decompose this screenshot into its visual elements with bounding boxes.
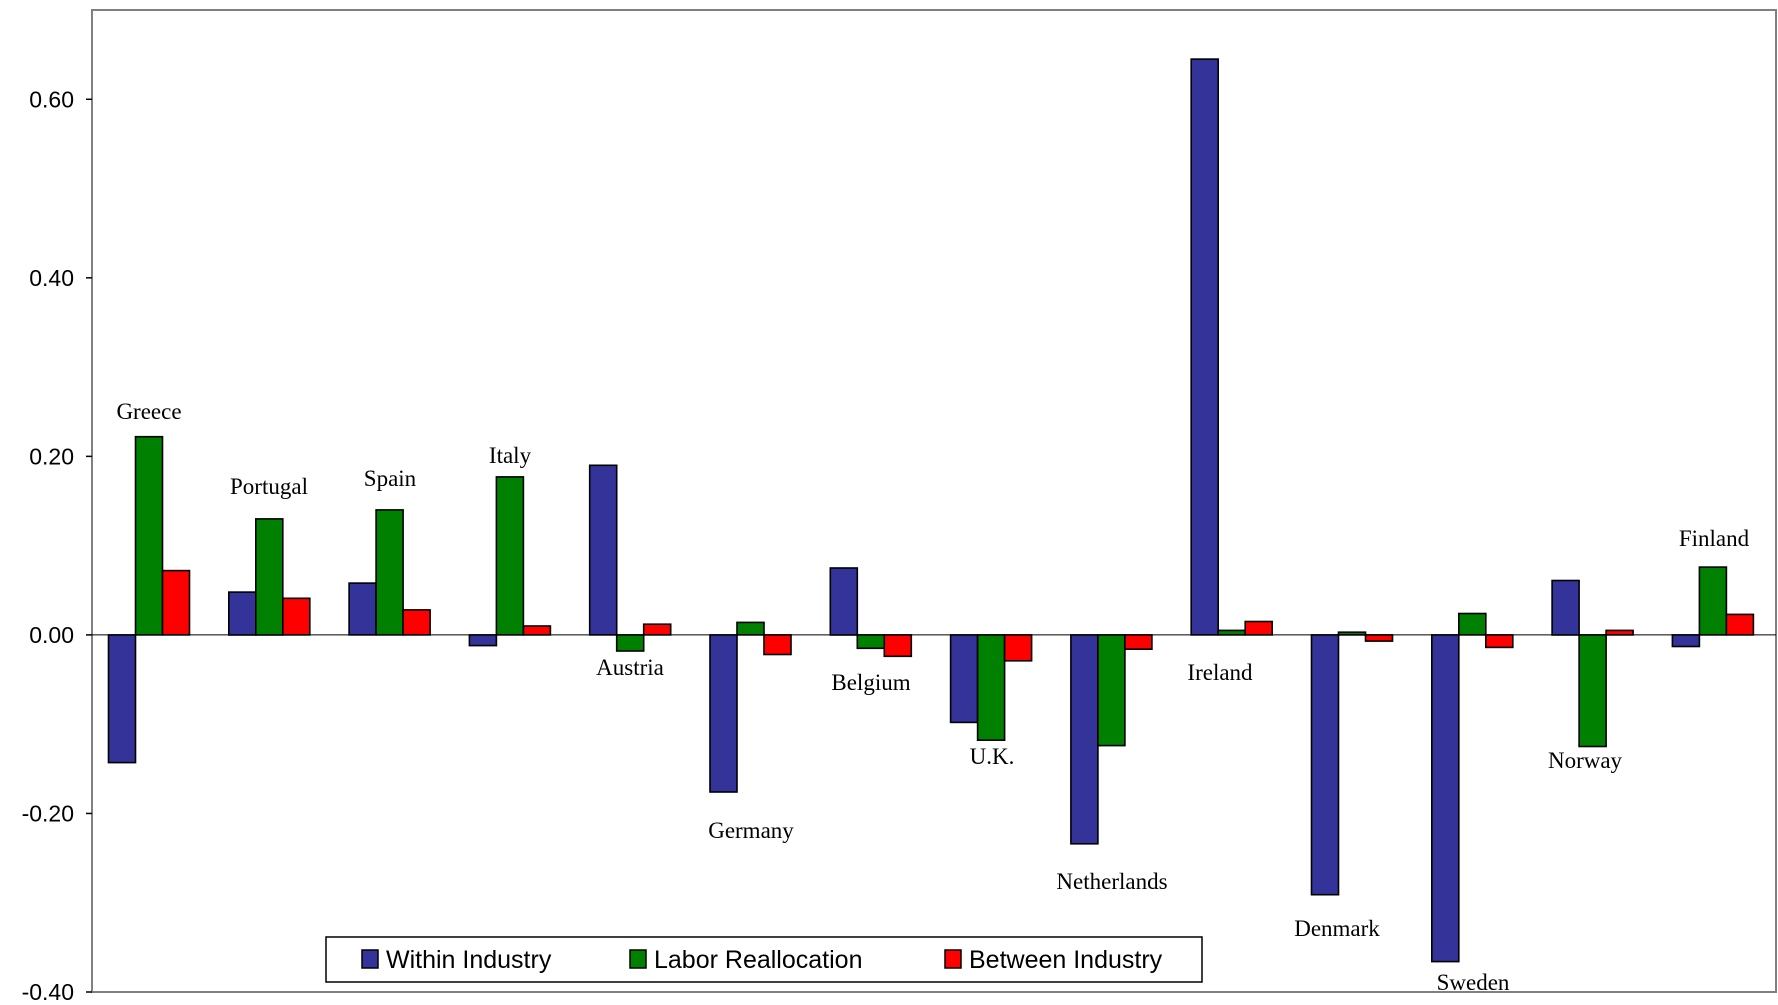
bar-labor-reallocation-germany (736, 621, 765, 636)
bar-within-industry-italy (468, 634, 498, 647)
country-label: Norway (1548, 748, 1623, 773)
legend-swatch-labor-reallocation (629, 949, 647, 969)
country-label: U.K. (970, 744, 1015, 769)
bar-labor-reallocation-greece (134, 435, 164, 636)
bar-within-industry-portugal (228, 591, 257, 636)
country-label: Finland (1679, 526, 1750, 551)
bar-within-industry-norway (1551, 579, 1580, 636)
bar-labor-reallocation-austria (615, 634, 645, 652)
country-label: Denmark (1294, 916, 1380, 941)
bar-between-industry-ireland (1244, 620, 1273, 636)
legend-label: Labor Reallocation (654, 946, 862, 974)
bar-within-industry-uk (949, 634, 979, 724)
bar-labor-reallocation-norway (1578, 634, 1607, 748)
legend-label: Within Industry (386, 946, 552, 974)
y-tick-label: 0.20 (29, 443, 74, 469)
bar-labor-reallocation-sweden (1458, 612, 1487, 636)
bar-between-industry-uk (1003, 634, 1033, 662)
plot-area (91, 9, 1777, 993)
y-tick-label: -0.20 (22, 800, 74, 826)
bar-within-industry-denmark (1310, 634, 1340, 896)
country-label: Greece (116, 399, 181, 424)
bar-between-industry-spain (402, 609, 431, 636)
bar-labor-reallocation-finland (1698, 566, 1728, 636)
bar-within-industry-finland (1671, 634, 1701, 648)
bar-within-industry-sweden (1431, 634, 1460, 963)
bar-labor-reallocation-uk (976, 634, 1006, 742)
bar-within-industry-greece (107, 634, 137, 764)
y-tick-label: 0.00 (29, 622, 74, 648)
legend-label: Between Industry (969, 946, 1163, 974)
bar-between-industry-italy (522, 625, 552, 636)
country-label: Ireland (1187, 660, 1253, 685)
y-tick-label: 0.60 (29, 86, 74, 112)
country-label: Sweden (1437, 970, 1510, 995)
bar-between-industry-germany (763, 634, 792, 656)
country-label: Austria (596, 655, 664, 680)
country-label: Italy (489, 443, 532, 468)
bar-labor-reallocation-netherlands (1097, 634, 1126, 747)
country-label: Belgium (831, 670, 910, 695)
country-label: Netherlands (1056, 869, 1167, 894)
country-label: Spain (364, 466, 417, 491)
country-label: Germany (708, 818, 794, 843)
bar-between-industry-norway (1605, 629, 1634, 636)
bar-between-industry-portugal (281, 597, 311, 636)
bar-within-industry-ireland (1190, 58, 1219, 636)
bar-between-industry-denmark (1364, 634, 1394, 642)
bar-labor-reallocation-italy (495, 476, 525, 636)
bar-within-industry-austria (588, 464, 618, 636)
bar-within-industry-belgium (829, 567, 859, 636)
bar-within-industry-spain (348, 582, 377, 636)
bar-labor-reallocation-belgium (856, 634, 886, 650)
bar-between-industry-finland (1725, 613, 1755, 636)
legend (325, 936, 1203, 983)
y-tick-label: 0.40 (29, 265, 74, 291)
legend-swatch-within-industry (361, 949, 379, 969)
bar-labor-reallocation-spain (375, 509, 404, 636)
bar-within-industry-netherlands (1070, 634, 1099, 845)
bar-between-industry-greece (161, 569, 191, 636)
bar-between-industry-austria (642, 623, 672, 636)
bar-labor-reallocation-ireland (1217, 629, 1246, 636)
bar-between-industry-sweden (1485, 634, 1514, 649)
legend-swatch-between-industry (944, 949, 962, 969)
bar-within-industry-germany (709, 634, 738, 793)
country-label: Portugal (230, 474, 308, 499)
bar-between-industry-belgium (883, 634, 913, 658)
bar-between-industry-netherlands (1124, 634, 1153, 651)
y-tick-label: -0.40 (22, 979, 74, 1000)
bar-labor-reallocation-portugal (255, 518, 284, 636)
